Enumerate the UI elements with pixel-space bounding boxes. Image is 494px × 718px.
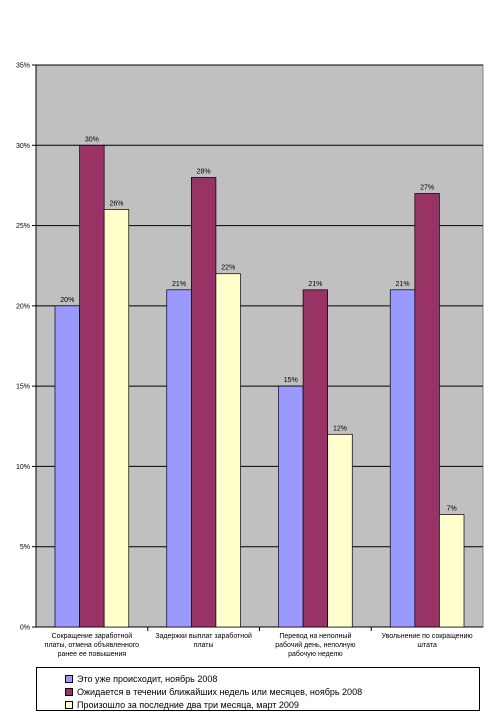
legend-swatch [65,687,73,696]
x-category-label-line: Перевод на неполный [279,633,352,640]
bar [54,305,80,628]
legend-swatch [65,700,73,709]
bar [79,144,105,628]
x-category-label-line: штата [417,642,437,649]
x-category-label-line: Задержки выплат заработной [155,633,252,640]
legend-label: Ожидается в течении ближайших недель или… [77,686,363,697]
bar [190,177,217,628]
legend-item: Ожидается в течении ближайших недель или… [65,685,479,698]
legend-label: Произошло за последние два три месяца, м… [77,699,299,710]
data-label: 12% [333,425,347,432]
data-label: 21% [172,281,186,288]
legend-item: Произошло за последние два три месяца, м… [65,698,479,711]
x-category-label-line: Увольнение по сокращению [381,633,473,640]
y-tick-label: 35% [16,63,30,70]
bar [327,433,353,628]
x-category-label-line: ранее ее повышения [57,651,127,658]
bar [414,193,440,628]
data-label: 30% [85,136,99,143]
x-category-label-line: рабочий день, неполную [275,642,356,649]
y-tick-label: 0% [20,625,30,632]
y-tick-label: 30% [16,143,30,150]
bar [103,209,130,628]
data-label: 15% [284,377,298,384]
data-label: 26% [109,201,123,208]
x-category-label-line: Сокращение заработной [51,633,133,640]
legend-swatch [65,674,73,683]
bar [389,289,416,628]
bar [302,289,329,628]
legend-item: Это уже происходит, ноябрь 2008 [65,672,479,685]
bar-chart: 0% 5% 10% 15% 20% 25% 30% 35% 20% 30% 26% 21% 28% 22%… [16,63,484,632]
y-tick-label: 25% [16,223,30,230]
bar [278,385,304,628]
bar [215,273,241,628]
legend-label: Это уже происходит, ноябрь 2008 [77,673,218,684]
data-label: 27% [420,184,434,191]
x-category-label: Перевод на неполный рабочий день, неполну… [260,632,370,659]
data-label: 7% [447,506,457,513]
data-label: 22% [221,265,235,272]
bar [166,289,192,628]
x-category-label: Увольнение по сокращению штата [372,632,482,650]
data-label: 21% [308,281,322,288]
data-label: 21% [396,281,410,288]
y-tick-label: 20% [16,303,30,310]
x-category-label: Сокращение заработной платы, отмена объяв… [37,632,147,659]
x-category-label-line: рабочую неделю [288,651,343,658]
y-tick-label: 10% [16,464,30,471]
bar [439,514,465,628]
y-tick-label: 15% [16,384,30,391]
y-tick-label: 5% [20,544,30,551]
x-category-label-line: платы, отмена объявленного [44,642,140,649]
legend: Это уже происходит, ноябрь 2008 Ожидается… [36,667,480,711]
data-label: 28% [197,168,211,175]
x-category-label: Задержки выплат заработной платы [149,632,259,650]
x-category-label-line: платы [193,642,214,649]
data-label: 20% [60,297,74,304]
